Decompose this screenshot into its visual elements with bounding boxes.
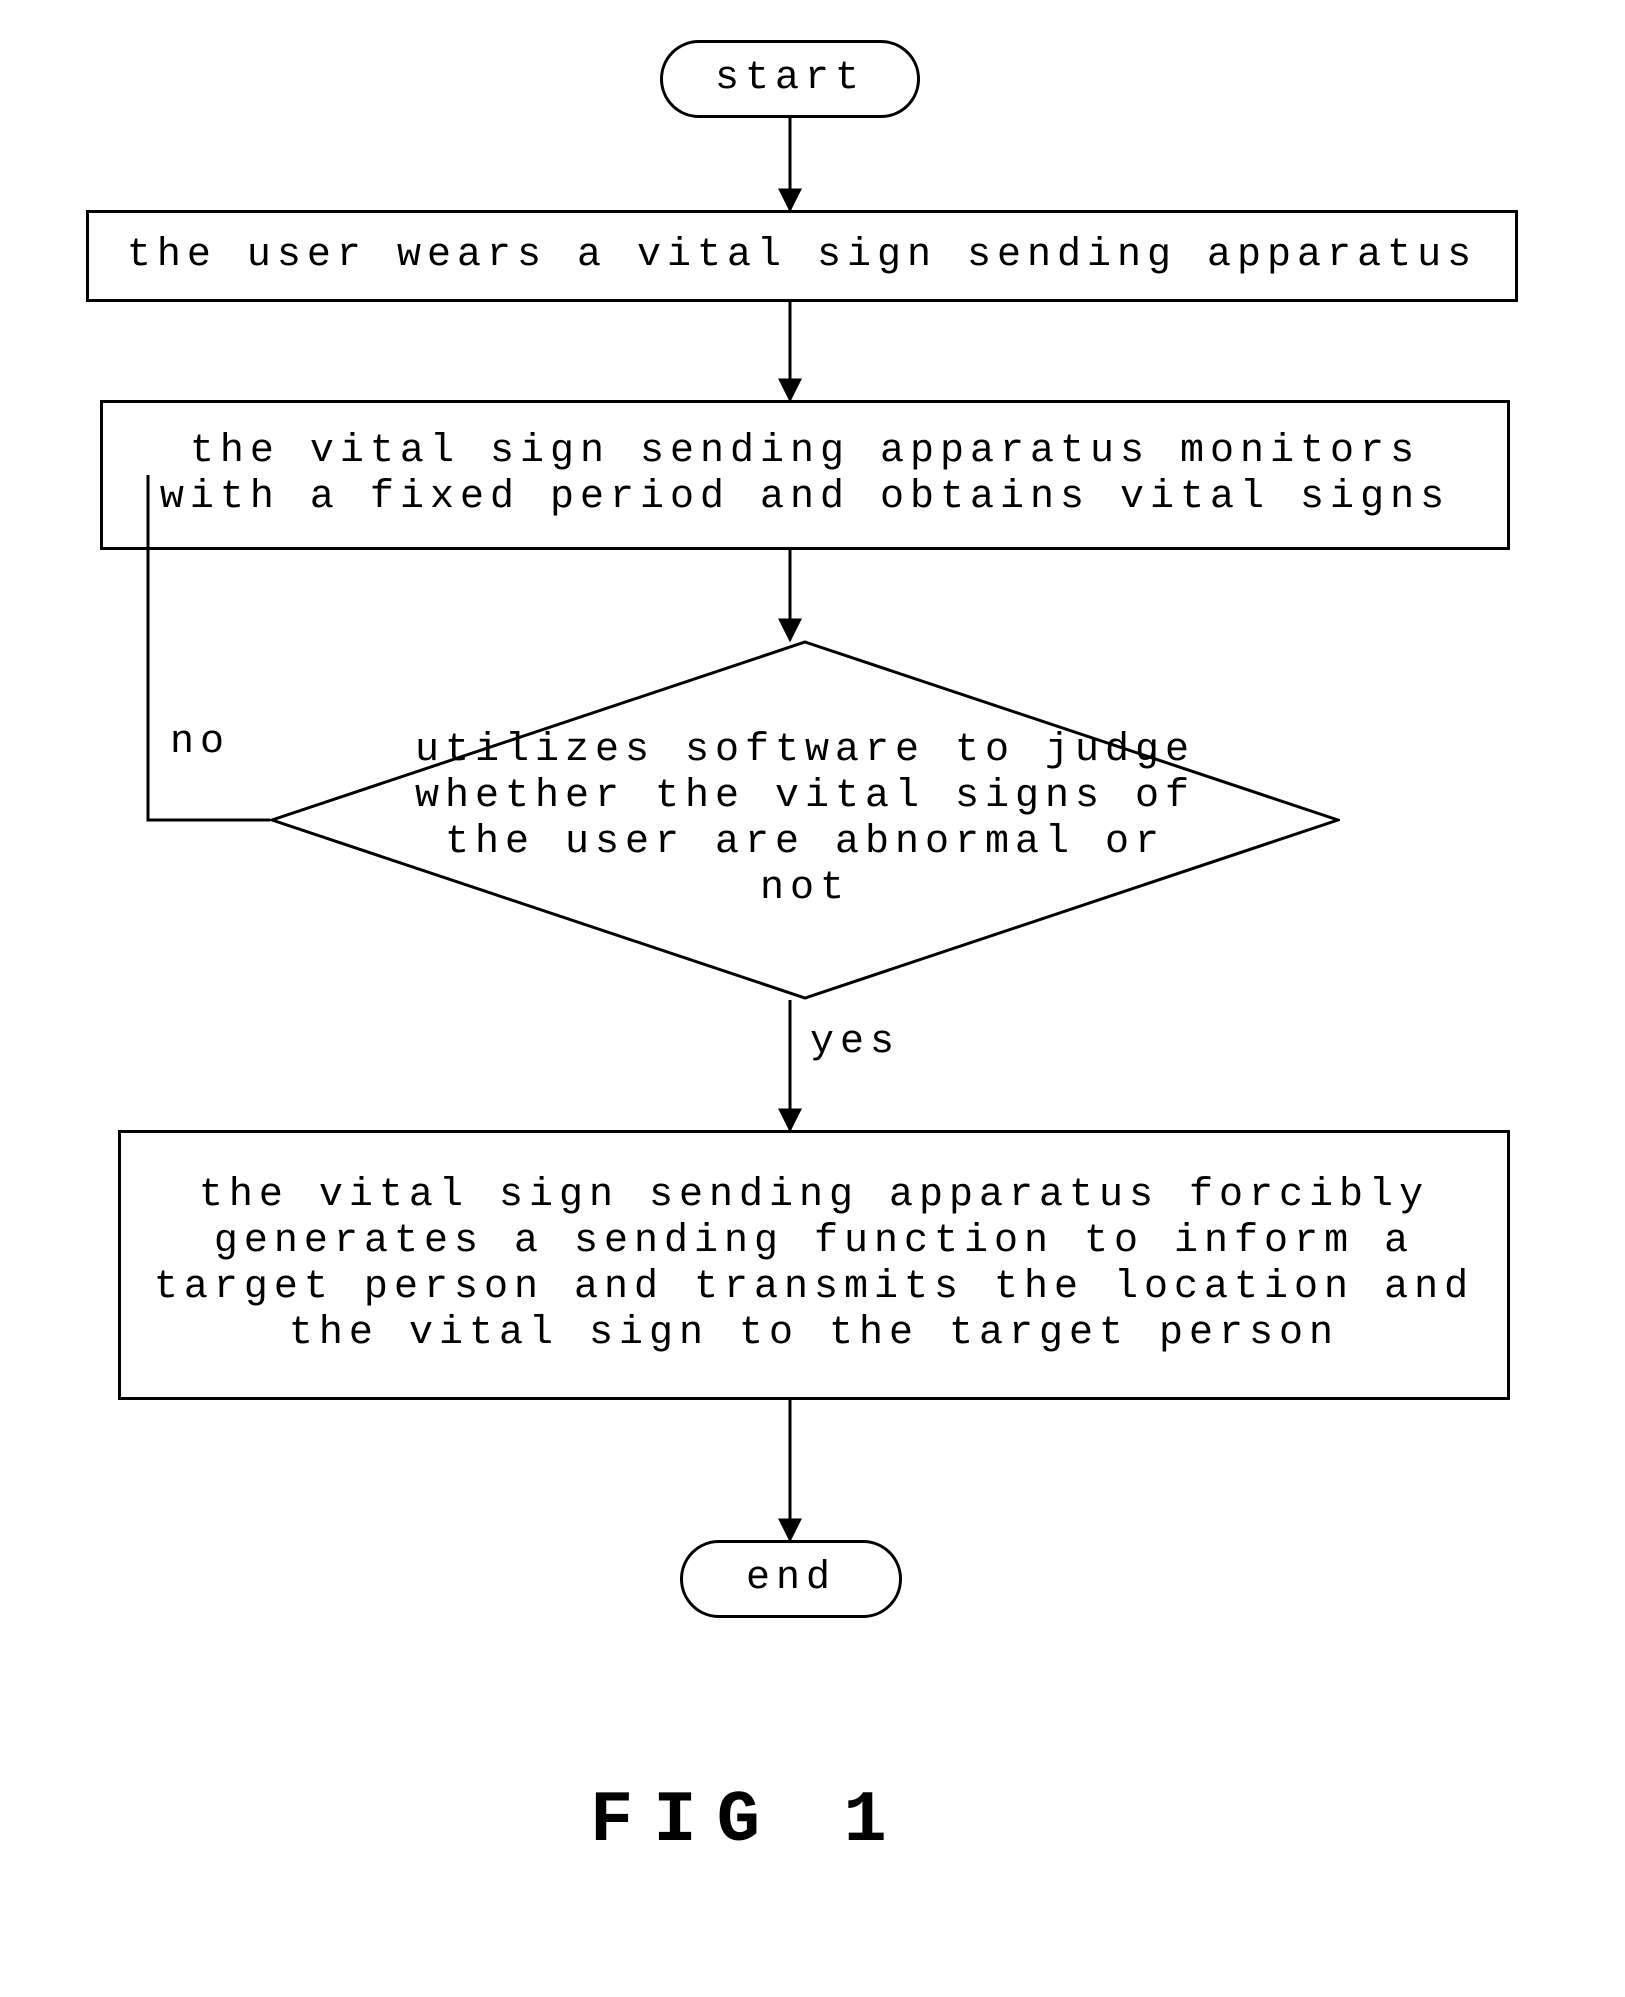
decide-text: utilizes software to judge whether the v… xyxy=(390,728,1220,912)
start-text: start xyxy=(715,56,865,102)
abnormal-decision-diamond: utilizes software to judge whether the v… xyxy=(270,640,1340,1000)
figure-label-text: FIG 1 xyxy=(590,1780,907,1862)
send-alert-process: the vital sign sending apparatus forcibl… xyxy=(118,1130,1510,1400)
monitor-vitals-process: the vital sign sending apparatus monitor… xyxy=(100,400,1510,550)
flowchart-canvas: start the user wears a vital sign sendin… xyxy=(0,0,1625,1997)
start-terminator: start xyxy=(660,40,920,118)
end-text: end xyxy=(746,1556,836,1602)
yes-label: yes xyxy=(810,1020,900,1065)
figure-label: FIG 1 xyxy=(590,1780,907,1862)
send-text: the vital sign sending apparatus forcibl… xyxy=(145,1173,1483,1357)
end-terminator: end xyxy=(680,1540,902,1618)
no-label: no xyxy=(170,720,230,765)
wear-apparatus-process: the user wears a vital sign sending appa… xyxy=(86,210,1518,302)
monitor-text: the vital sign sending apparatus monitor… xyxy=(127,429,1483,521)
wear-text: the user wears a vital sign sending appa… xyxy=(127,233,1477,279)
